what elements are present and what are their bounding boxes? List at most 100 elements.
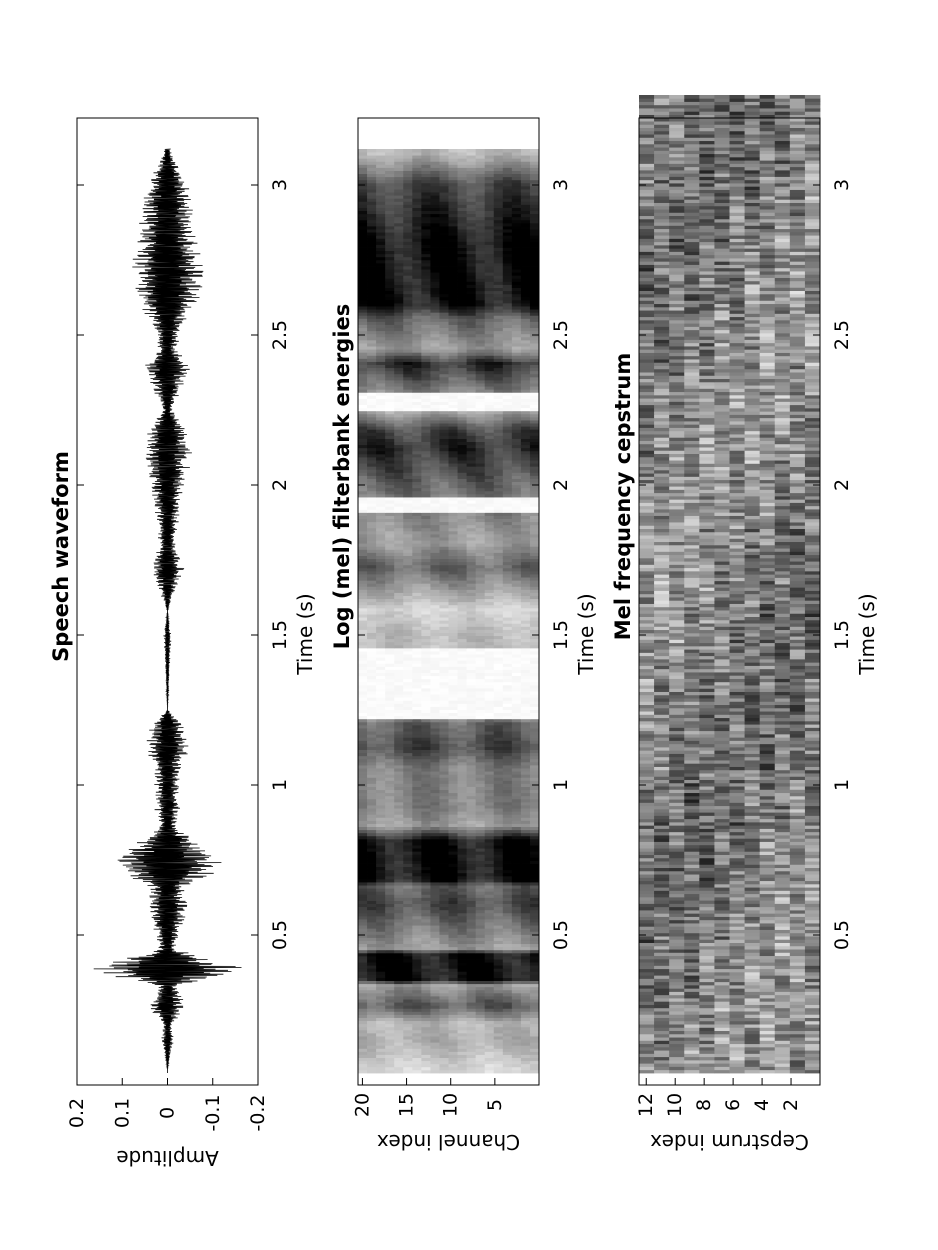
filterbank-cell xyxy=(430,336,440,341)
filterbank-cell xyxy=(358,651,368,655)
filterbank-cell xyxy=(457,647,467,652)
filterbank-cell xyxy=(457,466,467,470)
filterbank-cell xyxy=(403,524,413,529)
filterbank-cell xyxy=(484,838,495,843)
filterbank-cell xyxy=(358,376,368,381)
filterbank-cell xyxy=(439,952,449,957)
filterbank-cell xyxy=(376,752,386,757)
filterbank-cell xyxy=(403,681,413,686)
filterbank-cell xyxy=(466,555,477,560)
filterbank-cell xyxy=(475,681,486,686)
filterbank-cell xyxy=(385,586,395,590)
filterbank-cell xyxy=(466,1005,477,1009)
filterbank-cell xyxy=(412,1054,422,1058)
filterbank-cell xyxy=(511,1048,522,1052)
filterbank-cell xyxy=(448,506,458,510)
filterbank-cell xyxy=(367,1060,377,1065)
filterbank-cell xyxy=(403,989,413,994)
filterbank-cell xyxy=(475,1045,486,1049)
filterbank-cell xyxy=(394,1039,404,1043)
filterbank-cell xyxy=(502,721,513,726)
filterbank-cell xyxy=(511,324,522,329)
filterbank-cell xyxy=(421,364,431,369)
filterbank-cell xyxy=(439,666,449,670)
filterbank-cell xyxy=(466,965,477,969)
filterbank-cell xyxy=(511,1005,522,1009)
filterbank-cell xyxy=(448,949,458,954)
filterbank-cell xyxy=(448,324,458,329)
filterbank-cell xyxy=(412,1057,422,1062)
filterbank-cell xyxy=(520,312,531,316)
filterbank-cell xyxy=(394,635,404,640)
filterbank-cell xyxy=(529,358,540,362)
filterbank-cell xyxy=(412,444,422,449)
filterbank-cell xyxy=(403,885,413,889)
filterbank-cell xyxy=(484,740,495,744)
filterbank-cell xyxy=(502,965,513,969)
filterbank-cell xyxy=(502,1014,513,1018)
filterbank-cell xyxy=(511,641,522,646)
filterbank-cell xyxy=(367,589,377,593)
filterbank-cell xyxy=(484,460,495,464)
filterbank-cell xyxy=(448,878,458,883)
filterbank-cell xyxy=(457,909,467,914)
filterbank-cell xyxy=(412,1020,422,1025)
filterbank-cell xyxy=(520,432,531,436)
filterbank-cell xyxy=(412,506,422,510)
filterbank-cell xyxy=(484,724,495,729)
filterbank-cell xyxy=(484,1069,495,1074)
filterbank-cell xyxy=(358,968,368,972)
filterbank-cell xyxy=(394,909,404,914)
filterbank-cell xyxy=(448,752,458,757)
filterbank-cell xyxy=(493,1005,504,1009)
filterbank-cell xyxy=(439,644,449,649)
filterbank-cell xyxy=(412,1026,422,1031)
filterbank-cell xyxy=(520,688,531,692)
filterbank-cell xyxy=(484,737,495,741)
filterbank-cell xyxy=(502,475,513,479)
filterbank-cell xyxy=(367,349,377,353)
filterbank-cell xyxy=(430,651,440,655)
filterbank-cell xyxy=(502,798,513,803)
filterbank-cell xyxy=(421,814,431,818)
filterbank-cell xyxy=(466,349,477,353)
filterbank-cell xyxy=(385,882,395,886)
filterbank-cell xyxy=(466,546,477,550)
filterbank-cell xyxy=(502,962,513,966)
filterbank-cell xyxy=(412,1002,422,1006)
filterbank-cell xyxy=(475,574,486,578)
filterbank-cell xyxy=(439,817,449,821)
filterbank-cell xyxy=(385,891,395,895)
filterbank-cell xyxy=(511,965,522,969)
filterbank-cell xyxy=(493,589,504,593)
filterbank-cell xyxy=(430,943,440,948)
filterbank-cell xyxy=(457,506,467,510)
filterbank-cell xyxy=(529,946,540,951)
filterbank-cell xyxy=(484,564,495,569)
filterbank-cell xyxy=(412,1017,422,1022)
filterbank-cell xyxy=(385,783,395,787)
filterbank-cell xyxy=(358,506,368,510)
filterbank-cell xyxy=(466,814,477,818)
filterbank-cell xyxy=(421,943,431,948)
filterbank-cell xyxy=(403,647,413,652)
filterbank-cell xyxy=(367,734,377,738)
filterbank-cell xyxy=(511,349,522,353)
filterbank-cell xyxy=(421,567,431,572)
filterbank-cell xyxy=(394,780,404,784)
filterbank-cell xyxy=(466,1032,477,1037)
filterbank-cell xyxy=(376,832,386,837)
filterbank-cell xyxy=(421,955,431,960)
filterbank-cell xyxy=(493,946,504,951)
filterbank-cell xyxy=(448,641,458,646)
filterbank-cell xyxy=(466,885,477,889)
filterbank-cell xyxy=(385,1014,395,1018)
filterbank-cell xyxy=(493,1029,504,1034)
filterbank-cell xyxy=(529,506,540,510)
filterbank-cell xyxy=(457,925,467,929)
filterbank-cell xyxy=(529,734,540,738)
filterbank-cell xyxy=(475,623,486,627)
filterbank-cell xyxy=(376,863,386,868)
filterbank-cell xyxy=(466,518,477,523)
filterbank-cell xyxy=(394,743,404,747)
